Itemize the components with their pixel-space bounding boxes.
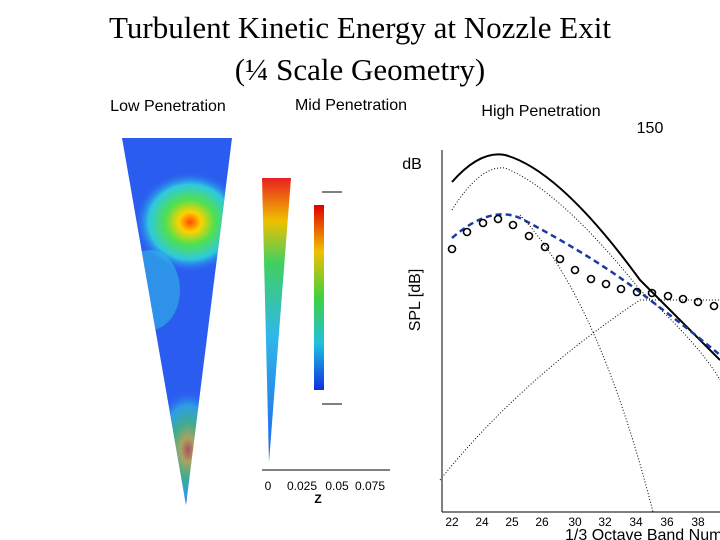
colorbar bbox=[314, 205, 324, 390]
value-label: 150 bbox=[637, 120, 664, 137]
panel-label: High Penetration bbox=[481, 103, 600, 120]
axis-label: Z bbox=[314, 492, 321, 506]
tick-label: 25 bbox=[505, 515, 519, 529]
low-contour bbox=[122, 138, 232, 505]
y-label: SPL [dB] bbox=[407, 269, 424, 332]
mid-contour bbox=[262, 178, 291, 462]
tick-label: 30 bbox=[568, 515, 582, 529]
tick-label: 22 bbox=[445, 515, 459, 529]
unit-label: dB bbox=[402, 156, 422, 173]
tick-label: 38 bbox=[691, 515, 705, 529]
tick-label: 24 bbox=[475, 515, 489, 529]
tick-label: 0.05 bbox=[325, 479, 349, 493]
title-line: Turbulent Kinetic Energy at Nozzle Exit bbox=[109, 10, 611, 45]
x-label: 1/3 Octave Band Numb bbox=[565, 527, 720, 540]
x-ticks: 22 24 25 26 30 32 34 36 38 bbox=[445, 515, 705, 529]
panel-label: Mid Penetration bbox=[295, 97, 407, 114]
tick-label: 32 bbox=[598, 515, 612, 529]
panel-label: Low Penetration bbox=[110, 98, 226, 115]
tick-label: 0 bbox=[265, 479, 272, 493]
title-line: (¼ Scale Geometry) bbox=[235, 52, 485, 87]
tick-label: 0.025 bbox=[287, 479, 317, 493]
tick-label: 36 bbox=[660, 515, 674, 529]
tick-label: 34 bbox=[629, 515, 643, 529]
spectrum-plot bbox=[439, 153, 720, 512]
tick-label: 26 bbox=[535, 515, 549, 529]
tick-label: 0.075 bbox=[355, 479, 385, 493]
